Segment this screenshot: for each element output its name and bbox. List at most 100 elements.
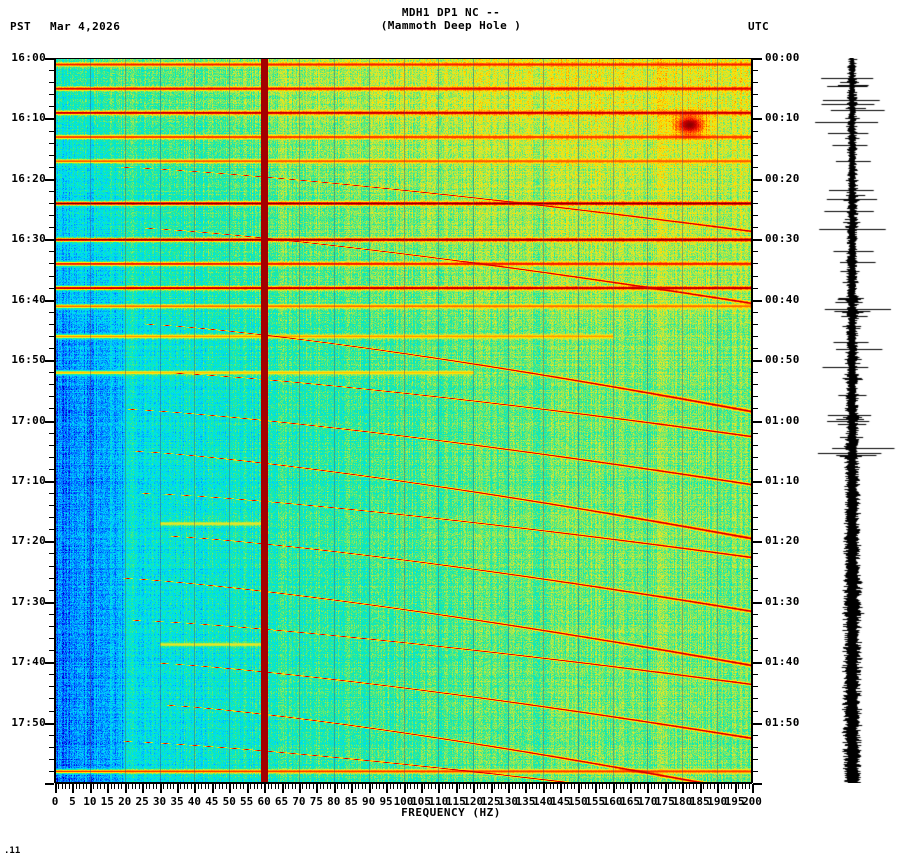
tick-minor-left <box>49 143 54 144</box>
tick-minor-left <box>49 433 54 434</box>
tick-minor-freq <box>337 784 338 789</box>
tick-minor-freq <box>606 784 607 789</box>
tick-minor-left <box>49 771 54 772</box>
tick-minor-freq <box>100 784 101 789</box>
tick-minor-right <box>753 288 758 289</box>
frequency-tick-label: 45 <box>205 795 219 808</box>
tick-minor-right <box>753 578 758 579</box>
tick-minor-freq <box>592 784 593 789</box>
tick-minor-freq <box>585 784 586 789</box>
tick-minor-left <box>49 336 54 337</box>
tick-major-left <box>45 421 54 423</box>
tick-minor-left <box>49 312 54 313</box>
tick-minor-left <box>49 288 54 289</box>
tick-minor-freq <box>128 784 129 789</box>
frequency-tick-label: 175 <box>654 795 675 808</box>
tick-minor-right <box>753 493 758 494</box>
tick-minor-freq <box>407 784 408 789</box>
tick-major-freq <box>55 784 57 793</box>
tick-major-freq <box>90 784 92 793</box>
timezone-label-right: UTC <box>748 20 770 33</box>
tick-minor-left <box>49 94 54 95</box>
tick-minor-freq <box>644 784 645 789</box>
tick-major-right <box>753 118 762 120</box>
tick-minor-right <box>753 469 758 470</box>
tick-minor-freq <box>344 784 345 789</box>
time-label-utc: 01:20 <box>765 534 800 548</box>
tick-minor-freq <box>588 784 589 789</box>
time-label-pst: 17:00 <box>11 413 46 427</box>
tick-minor-left <box>49 711 54 712</box>
spectrogram-plot[interactable] <box>55 58 752 783</box>
tick-minor-freq <box>484 784 485 789</box>
tick-minor-freq <box>620 784 621 789</box>
tick-minor-left <box>49 445 54 446</box>
tick-major-freq <box>229 784 231 793</box>
tick-minor-left <box>49 203 54 204</box>
tick-minor-left <box>49 529 54 530</box>
tick-major-freq <box>264 784 266 793</box>
tick-minor-freq <box>553 784 554 789</box>
tick-major-freq <box>438 784 440 793</box>
tick-minor-right <box>753 167 758 168</box>
tick-minor-freq <box>306 784 307 789</box>
tick-minor-freq <box>435 784 436 789</box>
tick-major-left <box>45 300 54 302</box>
date-label: Mar 4,2026 <box>50 20 121 33</box>
tick-minor-freq <box>696 784 697 789</box>
tick-minor-freq <box>139 784 140 789</box>
frequency-tick-label: 185 <box>689 795 710 808</box>
tick-minor-freq <box>693 784 694 789</box>
tick-minor-freq <box>519 784 520 789</box>
tick-minor-freq <box>302 784 303 789</box>
tick-minor-freq <box>93 784 94 789</box>
tick-minor-freq <box>724 784 725 789</box>
tick-major-right <box>753 58 762 60</box>
time-label-pst: 16:20 <box>11 171 46 185</box>
tick-minor-right <box>753 227 758 228</box>
frequency-tick-label: 10 <box>83 795 97 808</box>
tick-major-freq <box>160 784 162 793</box>
frequency-tick-label: 80 <box>327 795 341 808</box>
tick-minor-freq <box>250 784 251 789</box>
tick-minor-right <box>753 155 758 156</box>
tick-major-freq <box>700 784 702 793</box>
tick-minor-freq <box>191 784 192 789</box>
tick-major-freq <box>386 784 388 793</box>
tick-minor-freq <box>362 784 363 789</box>
tick-minor-left <box>49 566 54 567</box>
tick-minor-freq <box>365 784 366 789</box>
tick-minor-freq <box>383 784 384 789</box>
tick-minor-right <box>753 650 758 651</box>
tick-minor-right <box>753 553 758 554</box>
frequency-tick-label: 5 <box>69 795 76 808</box>
tick-major-left <box>45 360 54 362</box>
tick-major-freq <box>525 784 527 793</box>
frequency-tick-label: 125 <box>480 795 501 808</box>
tick-major-right <box>753 360 762 362</box>
tick-minor-freq <box>79 784 80 789</box>
tick-minor-right <box>753 590 758 591</box>
tick-minor-freq <box>567 784 568 789</box>
frequency-tick-label: 150 <box>567 795 588 808</box>
time-label-pst: 17:50 <box>11 715 46 729</box>
tick-minor-right <box>753 626 758 627</box>
tick-minor-left <box>49 227 54 228</box>
tick-minor-freq <box>390 784 391 789</box>
tick-minor-freq <box>163 784 164 789</box>
tick-major-freq <box>717 784 719 793</box>
tick-minor-freq <box>97 784 98 789</box>
tick-minor-left <box>49 469 54 470</box>
tick-major-left <box>45 179 54 181</box>
time-label-pst: 16:30 <box>11 232 46 246</box>
tick-minor-left <box>49 493 54 494</box>
tick-minor-freq <box>428 784 429 789</box>
tick-minor-left <box>49 517 54 518</box>
tick-major-freq <box>613 784 615 793</box>
tick-major-right <box>753 481 762 483</box>
tick-minor-right <box>753 433 758 434</box>
tick-major-freq <box>682 784 684 793</box>
tick-major-right <box>753 541 762 543</box>
tick-major-right <box>753 783 762 785</box>
tick-minor-freq <box>627 784 628 789</box>
